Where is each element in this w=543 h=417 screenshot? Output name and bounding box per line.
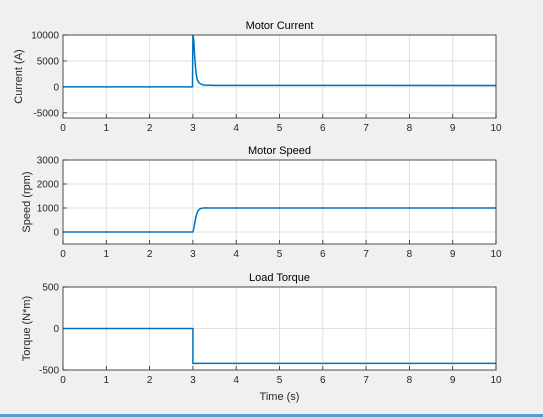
x-tick-label: 5 (277, 375, 283, 386)
y-tick-label: 2000 (37, 180, 60, 191)
x-tick-label: 0 (60, 375, 66, 386)
x-tick-label: 0 (60, 123, 66, 134)
y-tick-label: -5000 (33, 108, 59, 119)
x-tick-label: 4 (233, 375, 239, 386)
y-tick-label: 3000 (37, 156, 60, 167)
x-tick-label: 1 (104, 249, 110, 260)
y-tick-label: 10000 (31, 31, 59, 42)
x-tick-label: 9 (450, 123, 456, 134)
y-tick-label: 0 (53, 82, 59, 93)
x-tick-label: 10 (490, 249, 502, 260)
x-tick-label: 5 (277, 123, 283, 134)
subplot-2: 0 1 2 3 4 5 6 7 8 9 10 3000 2000 1000 0 Motor Speed Spee… (21, 145, 502, 260)
x-tick-label: 7 (363, 123, 369, 134)
x-tick-label: 10 (490, 123, 502, 134)
x-tick-label: 7 (363, 375, 369, 386)
chart-title: Motor Current (246, 20, 314, 32)
x-tick-label: 6 (320, 375, 326, 386)
x-tick-label: 1 (104, 375, 110, 386)
chart-title: Load Torque (249, 272, 310, 284)
x-tick-label: 3 (190, 249, 196, 260)
x-tick-label: 9 (450, 249, 456, 260)
y-tick-label: 5000 (37, 56, 60, 67)
y-axis-label: Speed (rpm) (21, 171, 33, 232)
x-tick-label: 4 (233, 123, 239, 134)
x-tick-label: 1 (104, 123, 110, 134)
y-tick-label: 1000 (37, 204, 60, 215)
x-tick-label: 5 (277, 249, 283, 260)
x-tick-label: 8 (407, 375, 413, 386)
x-tick-label: 2 (147, 375, 153, 386)
window-bottom-border (0, 414, 543, 417)
x-tick-label: 2 (147, 249, 153, 260)
x-tick-label: 3 (190, 123, 196, 134)
x-tick-label: 10 (490, 375, 502, 386)
y-tick-label: 500 (42, 283, 59, 294)
axes-box (62, 159, 497, 245)
y-tick-label: 0 (53, 228, 59, 239)
axes-box (62, 286, 497, 371)
x-tick-label: 6 (320, 123, 326, 134)
x-axis-label: Time (s) (260, 391, 300, 403)
x-tick-label: 9 (450, 375, 456, 386)
x-tick-label: 0 (60, 249, 66, 260)
x-tick-label: 8 (407, 123, 413, 134)
y-axis-label: Current (A) (13, 49, 25, 103)
series-line (63, 207, 496, 233)
series-line (63, 35, 496, 88)
x-tick-label: 6 (320, 249, 326, 260)
axes-box (62, 34, 497, 119)
y-axis-label: Torque (N*m) (21, 296, 33, 361)
chart-title: Motor Speed (248, 145, 311, 157)
x-tick-label: 4 (233, 249, 239, 260)
x-tick-label: 2 (147, 123, 153, 134)
y-tick-label: 0 (53, 324, 59, 335)
x-tick-label: 3 (190, 375, 196, 386)
y-tick-label: -500 (39, 366, 59, 377)
series-line (63, 327, 496, 365)
x-tick-label: 8 (407, 249, 413, 260)
x-tick-label: 7 (363, 249, 369, 260)
